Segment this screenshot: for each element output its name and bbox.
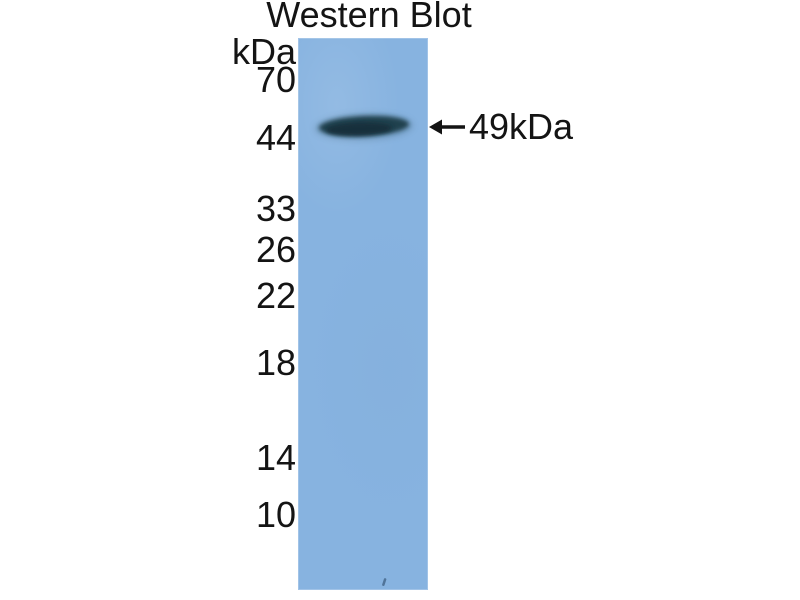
mw-marker-label: 33 [255,188,296,229]
lane-speck-artifact [382,578,387,586]
band-annotation: 49kDa [429,109,573,145]
kda-unit-label: kDa [231,31,296,72]
figure-title: Western Blot [266,0,472,35]
mw-marker-label: 70 [255,59,296,100]
mw-marker-label: 44 [255,117,296,158]
mw-marker-label: 22 [255,275,296,316]
mw-marker-label: 26 [255,229,296,270]
protein-band-graphic [315,113,413,586]
band-core [326,122,392,136]
band-weight-label: 49kDa [469,106,574,147]
gel-lane [298,38,428,590]
mw-marker-label: 10 [255,494,296,535]
left-arrow-icon [429,119,465,135]
mw-marker-label: 14 [255,437,296,478]
mw-marker-label: 18 [255,342,296,383]
